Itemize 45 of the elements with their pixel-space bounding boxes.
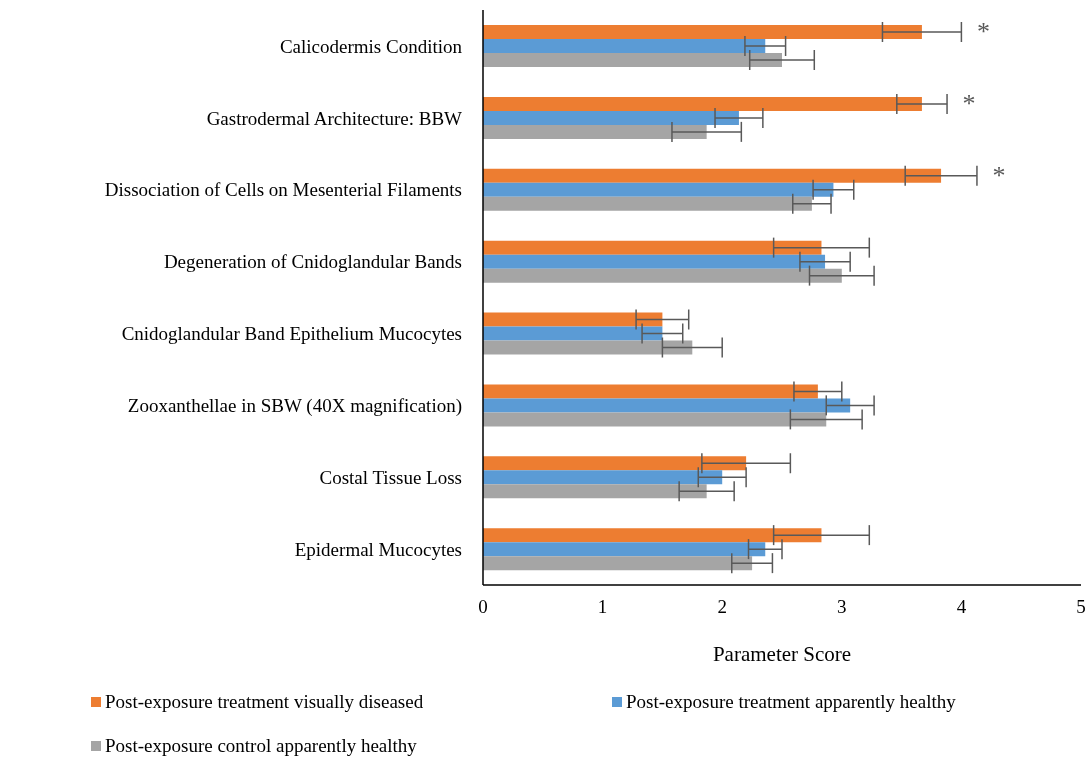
annotation: * bbox=[992, 161, 1006, 191]
x-tick-label: 0 bbox=[478, 596, 488, 618]
bar bbox=[483, 168, 942, 183]
y-tick-label: Dissociation of Cells on Mesenterial Filaments bbox=[104, 179, 462, 201]
y-tick-label: Gastrodermal Architecture: BBW bbox=[206, 107, 463, 129]
bar bbox=[483, 398, 851, 413]
legend-label: Post-exposure treatment apparently healthy bbox=[626, 691, 956, 713]
y-tick-label: Costal Tissue Loss bbox=[319, 466, 462, 488]
bar bbox=[483, 268, 842, 283]
bar bbox=[483, 528, 822, 543]
bar bbox=[483, 484, 707, 499]
bar bbox=[483, 456, 747, 471]
legend-label: Post-exposure control apparently healthy bbox=[105, 735, 417, 757]
bar bbox=[483, 254, 826, 269]
bar bbox=[483, 110, 739, 125]
bar bbox=[483, 326, 663, 341]
bar bbox=[483, 240, 822, 255]
y-tick-label: Zooxanthellae in SBW (40X magnification) bbox=[127, 395, 462, 418]
x-tick-label: 3 bbox=[837, 596, 847, 618]
x-tick-label: 1 bbox=[597, 596, 608, 618]
annotation: * bbox=[962, 89, 976, 119]
bar bbox=[483, 196, 812, 211]
bar bbox=[483, 25, 922, 39]
y-tick-label: Calicodermis Condition bbox=[279, 35, 463, 57]
bar bbox=[483, 39, 766, 53]
x-tick-label: 5 bbox=[1076, 596, 1086, 618]
bar bbox=[483, 470, 723, 485]
bar bbox=[483, 340, 693, 355]
legend-label: Post-exposure treatment visually diseased bbox=[105, 691, 424, 713]
annotation: * bbox=[976, 17, 990, 47]
bar bbox=[483, 124, 707, 139]
bar bbox=[483, 53, 782, 67]
x-tick-label: 4 bbox=[956, 596, 967, 618]
bar bbox=[483, 542, 766, 557]
x-axis-title: Parameter Score bbox=[712, 642, 852, 666]
bar bbox=[483, 384, 818, 399]
y-tick-label: Epidermal Mucocytes bbox=[294, 538, 462, 560]
y-tick-label: Degeneration of Cnidoglandular Bands bbox=[163, 251, 462, 273]
bar bbox=[483, 182, 834, 197]
bar bbox=[483, 556, 753, 571]
x-tick-label: 2 bbox=[717, 596, 727, 618]
bar bbox=[483, 412, 827, 427]
bar bbox=[483, 312, 663, 327]
bar bbox=[483, 96, 922, 111]
y-tick-label: Cnidoglandular Band Epithelium Mucocytes bbox=[121, 323, 462, 345]
